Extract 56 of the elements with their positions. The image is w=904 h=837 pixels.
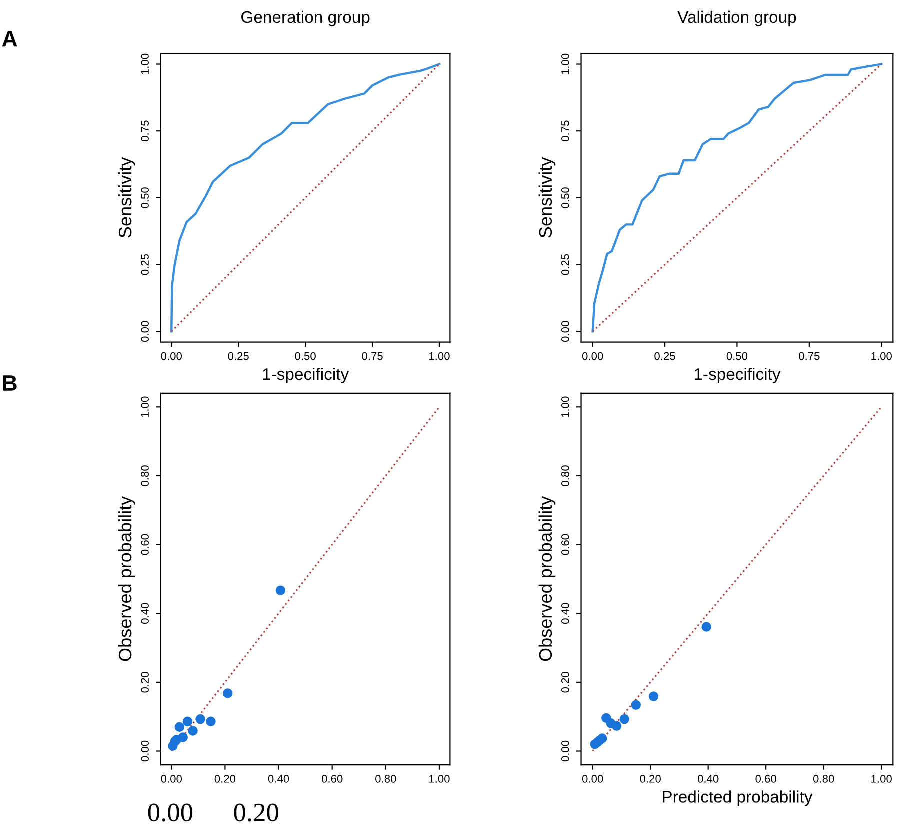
- x-tick-label: 0.00: [161, 775, 182, 783]
- y-tick-label: 0.50: [561, 188, 570, 208]
- y-tick-label: 0.00: [141, 321, 149, 342]
- x-axis-title: Predicted probability: [663, 790, 813, 806]
- x-tick-label: 0.20: [640, 775, 661, 783]
- y-tick-label: 0.60: [561, 534, 570, 556]
- chart-title: Generation group: [242, 10, 370, 26]
- y-tick-label: 0.00: [561, 740, 570, 762]
- x-tick-label: 0.60: [322, 775, 343, 783]
- x-tick-label: 0.50: [726, 352, 748, 360]
- x-tick-label: 1.00: [872, 352, 892, 360]
- y-tick-label: 0.80: [141, 466, 149, 486]
- y-tick-label: 0.25: [141, 254, 149, 276]
- x-tick-label: 0.00: [161, 352, 182, 360]
- x-tick-label: 0.75: [362, 352, 383, 360]
- x-tick-label: 0.80: [813, 775, 834, 783]
- y-tick-label: 0.60: [141, 534, 149, 556]
- x-tick-label: 0.00: [582, 775, 604, 783]
- y-tick-label: 0.40: [141, 603, 149, 624]
- x-tick-label: 0.40: [698, 775, 719, 783]
- x-tick-label: 1.00: [430, 352, 450, 360]
- y-tick-label: 0.25: [561, 254, 570, 276]
- y-tick-label: 0.20: [141, 672, 149, 693]
- y-axis-title: Sensitivity: [538, 157, 556, 238]
- y-axis-title: Observed probability: [118, 496, 136, 662]
- y-tick-label: 0.75: [561, 120, 570, 142]
- y-tick-label: 0.75: [141, 120, 149, 142]
- y-tick-label: 0.40: [561, 603, 570, 624]
- x-tick-label: 0.50: [295, 352, 316, 360]
- y-tick-label: 1.00: [561, 396, 570, 418]
- x-tick-label: 1.00: [872, 775, 892, 783]
- y-axis-title: Sensitivity: [118, 157, 136, 238]
- y-tick-label: 0.20: [561, 672, 570, 693]
- x-tick-label: 0.75: [799, 352, 820, 360]
- x-tick-label: 0.60: [756, 775, 776, 783]
- chart-title: Validation group: [678, 10, 796, 26]
- x-tick-label: 1.00: [430, 775, 450, 783]
- x-axis-title: 1-specificity: [263, 368, 350, 384]
- x-tick-label: 0.40: [268, 775, 290, 783]
- x-tick-label: 0.20: [214, 775, 236, 783]
- x-tick-label: 0.80: [376, 775, 396, 783]
- x-tick-label: 0.25: [654, 352, 676, 360]
- x-tick-label: 0.25: [228, 352, 249, 360]
- text: B: [3, 376, 17, 391]
- text: 0.20: [234, 804, 278, 822]
- x-axis-title: 1-specificity: [694, 368, 781, 384]
- y-tick-label: 0.80: [561, 466, 570, 486]
- y-axis-title: Observed probability: [538, 496, 556, 662]
- y-tick-label: 0.00: [141, 740, 149, 762]
- text: A: [2, 31, 18, 47]
- y-tick-label: 0.50: [141, 188, 149, 208]
- y-tick-label: 1.00: [561, 54, 570, 74]
- y-tick-label: 0.00: [561, 321, 570, 342]
- y-tick-label: 1.00: [141, 396, 149, 418]
- y-tick-label: 1.00: [141, 54, 149, 74]
- x-tick-label: 0.00: [582, 352, 604, 360]
